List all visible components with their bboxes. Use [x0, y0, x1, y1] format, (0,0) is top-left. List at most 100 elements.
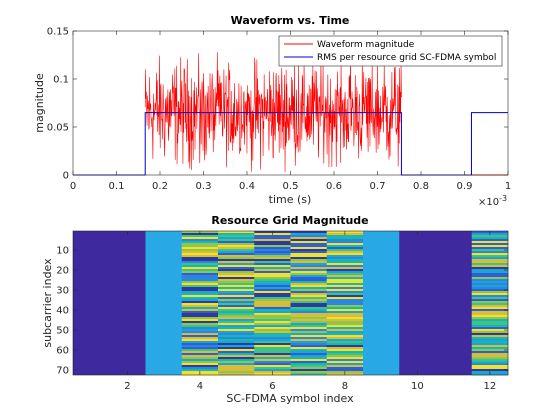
heatmap-cell — [254, 345, 291, 348]
heatmap-cell — [471, 243, 509, 246]
heatmap-cell — [254, 365, 291, 368]
heatmap-cell — [290, 331, 328, 334]
heatmap-cell — [326, 259, 364, 262]
heatmap-cell — [218, 317, 255, 320]
heatmap-cell — [290, 355, 328, 358]
heatmap-cell — [290, 271, 328, 274]
heatmap-cell — [471, 289, 509, 292]
heatmap-cell — [471, 253, 509, 256]
heatmap-cell — [326, 251, 364, 254]
heatmap-cell — [290, 307, 328, 310]
heatmap-cell — [326, 309, 364, 312]
heatmap-cell — [471, 337, 509, 340]
heatmap-cell — [326, 253, 364, 256]
heatmap-cell — [254, 357, 291, 360]
heatmap-cell — [290, 265, 328, 268]
heatmap-cell — [218, 303, 255, 306]
heatmap-cell — [254, 341, 291, 344]
heatmap-cell — [290, 241, 328, 244]
heatmap-cell — [290, 339, 328, 342]
heatmap-cell — [471, 301, 509, 304]
heatmap-cell — [254, 317, 291, 320]
heatmap-cell — [218, 287, 255, 290]
heatmap-cell — [218, 357, 255, 360]
heatmap-cell — [290, 269, 328, 272]
heatmap-cell — [181, 289, 219, 292]
heatmap-cell — [181, 363, 219, 366]
heatmap-cell — [290, 309, 328, 312]
heatmap-cell — [326, 335, 364, 338]
heatmap-cell — [254, 255, 291, 258]
y-tick-label: 50 — [56, 326, 69, 337]
heatmap-cell — [181, 245, 219, 248]
heatmap-cell — [290, 349, 328, 352]
heatmap-cell — [326, 315, 364, 318]
heatmap-cell — [218, 313, 255, 316]
legend-box — [278, 35, 503, 67]
heatmap-cell — [290, 293, 328, 296]
heatmap-cell — [326, 331, 364, 334]
heatmap-cell — [254, 287, 291, 290]
heatmap-cell — [181, 295, 219, 298]
heatmap-cell — [471, 283, 509, 286]
heatmap-cell — [218, 247, 255, 250]
heatmap-cell — [218, 253, 255, 256]
heatmap-cell — [471, 247, 509, 250]
heatmap-cell — [181, 349, 219, 352]
heatmap-cell — [254, 247, 291, 250]
heatmap-cell — [254, 257, 291, 260]
heatmap-cell — [326, 347, 364, 350]
heatmap-cell — [218, 371, 255, 374]
heatmap-cell — [326, 327, 364, 330]
heatmap-cell — [218, 309, 255, 312]
heatmap-cell — [218, 297, 255, 300]
heatmap-cell — [471, 307, 509, 310]
heatmap-cell — [181, 297, 219, 300]
heatmap-cell — [471, 331, 509, 334]
y-tick-label: 0.05 — [47, 123, 69, 134]
heatmap-cell — [218, 245, 255, 248]
x-tick-label: 2 — [124, 381, 130, 392]
heatmap-cell — [254, 311, 291, 314]
heatmap-cell — [326, 321, 364, 324]
heatmap-cell — [181, 275, 219, 278]
heatmap-cell — [181, 317, 219, 320]
heatmap-cell — [254, 271, 291, 274]
heatmap-cell — [290, 337, 328, 340]
heatmap-cell — [471, 297, 509, 300]
heatmap-cell — [218, 347, 255, 350]
x-tick-label: 10 — [411, 381, 424, 392]
heatmap-cell — [471, 335, 509, 338]
heatmap-cell — [254, 351, 291, 354]
heatmap-cell — [218, 355, 255, 358]
heatmap-cell — [471, 263, 509, 266]
heatmap-cell — [290, 319, 328, 322]
heatmap-cell — [326, 345, 364, 348]
heatmap-cell — [326, 293, 364, 296]
heatmap-cell — [326, 369, 364, 372]
heatmap-cell — [290, 341, 328, 344]
heatmap-cell — [326, 303, 364, 306]
y-tick-label: 0.15 — [47, 27, 69, 38]
heatmap-cell — [471, 251, 509, 254]
heatmap-cell — [326, 357, 364, 360]
heatmap-cell — [290, 249, 328, 252]
heatmap-cell — [254, 363, 291, 366]
heatmap-cell — [254, 327, 291, 330]
y-tick-label: 60 — [56, 346, 69, 357]
resource-grid-cells — [73, 231, 509, 376]
heatmap-cell — [218, 233, 255, 236]
heatmap-cell — [326, 291, 364, 294]
heatmap-cell — [290, 245, 328, 248]
heatmap-cell — [471, 365, 509, 368]
heatmap-cell — [181, 291, 219, 294]
heatmap-cell — [471, 287, 509, 290]
heatmap-cell — [254, 359, 291, 362]
heatmap-cell — [471, 321, 509, 324]
x-tick-label: 8 — [342, 381, 348, 392]
x-tick-label: 0.8 — [413, 181, 429, 192]
heatmap-cell — [181, 331, 219, 334]
heatmap-cell — [326, 249, 364, 252]
heatmap-cell — [218, 259, 255, 262]
